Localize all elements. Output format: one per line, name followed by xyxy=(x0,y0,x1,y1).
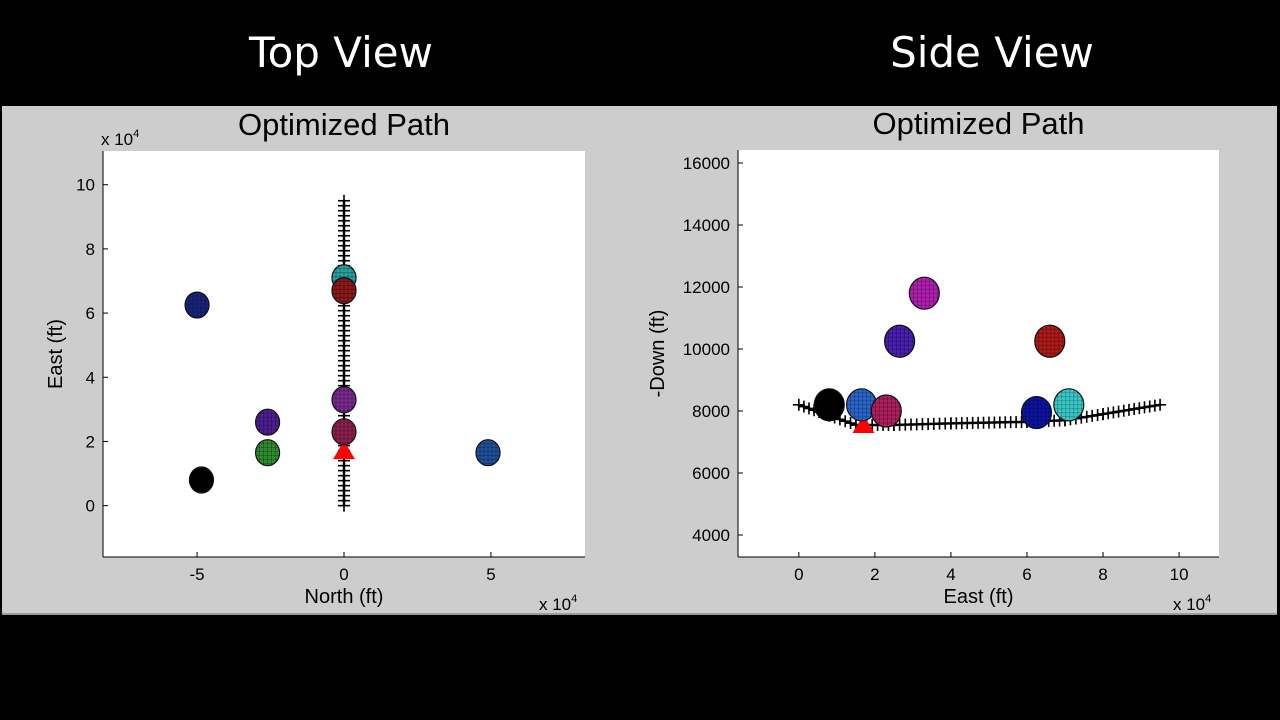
start-marker-triangle xyxy=(852,414,875,433)
sphere-marker xyxy=(1020,395,1053,430)
y-tick-label: 8000 xyxy=(692,402,730,421)
y-tick-label: 10000 xyxy=(683,340,730,359)
top-view-chart: -5 0 5 0 2 4 6 8 10 Optimized Path North (ft) East … xyxy=(45,107,585,613)
chart-title: Optimized Path xyxy=(873,106,1085,141)
y-tick-label: 14000 xyxy=(683,216,730,235)
y-tick-label: 8 xyxy=(86,240,95,259)
x-axis-label: North (ft) xyxy=(305,586,384,608)
sphere-marker xyxy=(908,276,940,310)
y-tick-label: 0 xyxy=(86,497,95,516)
y-multiplier: x 104 xyxy=(101,128,139,149)
y-tick-label: 4000 xyxy=(692,526,730,545)
y-tick-label: 4 xyxy=(86,368,95,387)
x-tick-label: -5 xyxy=(189,565,204,584)
sphere-marker xyxy=(870,394,902,428)
sphere-marker xyxy=(331,418,357,446)
y-tick-label: 12000 xyxy=(683,278,730,297)
x-tick-label: 0 xyxy=(339,565,348,584)
sphere-marker xyxy=(331,386,357,414)
figure-canvas: -5 0 5 0 2 4 6 8 10 Optimized Path North (ft) East … xyxy=(45,106,1219,613)
sphere-marker xyxy=(475,439,501,467)
x-tick-label: 0 xyxy=(794,565,803,584)
sphere-marker xyxy=(188,466,215,494)
x-tick-label: 2 xyxy=(870,565,879,584)
y-tick-label: 16000 xyxy=(683,154,730,173)
y-axis-label: -Down (ft) xyxy=(647,310,669,398)
sphere-marker xyxy=(254,408,281,436)
x-tick-label: 5 xyxy=(486,565,495,584)
y-tick-label: 10 xyxy=(76,176,95,195)
x-tick-label: 10 xyxy=(1170,565,1189,584)
sphere-marker xyxy=(184,291,210,319)
x-tick-label: 8 xyxy=(1098,565,1107,584)
top-view-title: Top View xyxy=(249,28,433,77)
start-marker-triangle xyxy=(333,441,355,460)
y-axis-label: East (ft) xyxy=(45,319,67,389)
side-view-title: Side View xyxy=(890,28,1094,77)
sphere-marker xyxy=(884,324,916,358)
x-multiplier: x 104 xyxy=(539,593,577,613)
sphere-marker xyxy=(1053,388,1085,422)
sphere-marker xyxy=(845,388,878,422)
chart-title: Optimized Path xyxy=(238,107,450,142)
matlab-figure: -5 0 5 0 2 4 6 8 10 Optimized Path North (ft) East … xyxy=(2,106,1277,615)
side-view-chart: 0 2 4 6 8 10 4000 6000 8000 10000 12000 14000 16000 O… xyxy=(647,106,1219,613)
x-tick-label: 6 xyxy=(1022,565,1031,584)
sphere-marker xyxy=(1034,324,1066,358)
x-tick-label: 4 xyxy=(946,565,955,584)
y-tick-label: 2 xyxy=(86,432,95,451)
y-tick-label: 6 xyxy=(86,304,95,323)
sphere-marker xyxy=(331,277,357,305)
sphere-marker xyxy=(254,439,281,467)
x-multiplier: x 104 xyxy=(1173,593,1211,613)
y-tick-label: 6000 xyxy=(692,464,730,483)
plot-area xyxy=(738,150,1219,557)
sphere-marker xyxy=(813,388,845,422)
x-axis-label: East (ft) xyxy=(943,586,1013,608)
